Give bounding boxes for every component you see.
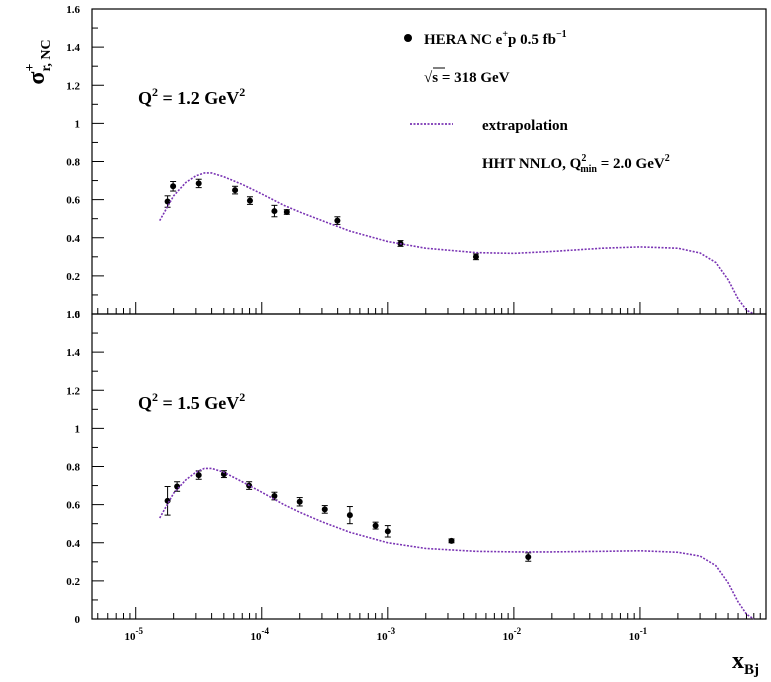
legend-marker	[404, 34, 412, 42]
y-tick-label: 1.4	[66, 42, 80, 54]
labels-overlay: 10-5 10-4 10-3 10-2 10-1 xBj σ+r, NC HERA NC e+…	[23, 29, 759, 678]
data-point	[384, 528, 391, 535]
legend-data-label: HERA NC e+p 0.5 fb−1	[424, 29, 567, 48]
y-tick-label: 0.2	[66, 576, 80, 588]
data-point	[271, 208, 278, 215]
x-tick-label: 10-5	[124, 626, 143, 643]
data-point	[346, 512, 353, 519]
y-tick-label: 1	[75, 118, 81, 130]
y-axis-label: σ+r, NC	[23, 39, 54, 84]
data-point	[164, 198, 171, 205]
extrapolation-curve	[159, 467, 755, 620]
data-point	[174, 483, 181, 490]
x-tick-label: 10-2	[503, 626, 522, 643]
data-point	[170, 183, 177, 190]
data-point	[271, 493, 278, 500]
q2-annotation: Q2 = 1.2 GeV2	[138, 85, 245, 108]
y-tick-label: 1.4	[66, 347, 80, 359]
data-point	[220, 471, 227, 478]
x-axis-label: xBj	[732, 648, 759, 678]
y-tick-label: 1.6	[66, 4, 80, 16]
data-point	[232, 187, 239, 194]
x-tick-label: 10-1	[629, 626, 648, 643]
y-tick-label: 0.6	[66, 500, 80, 512]
data-point	[321, 506, 328, 513]
x-tick-label: 10-4	[251, 626, 270, 643]
data-point	[246, 197, 253, 204]
extrapolation-curve	[159, 172, 755, 315]
q2-annotation: Q2 = 1.5 GeV2	[138, 390, 245, 413]
data-point	[296, 498, 303, 505]
legend-energy-label: √s = 318 GeV	[424, 70, 510, 86]
legend-fit-label: HHT NNLO, Q2 min = 2.0 GeV2	[482, 153, 670, 175]
data-point	[195, 180, 202, 187]
y-tick-label: 1.6	[66, 309, 80, 321]
lower-panel: 0 0.2 0.4 0.6 0.8 1 1.2 1.4 1.6 Q2 = 1.5 GeV2	[66, 309, 767, 626]
data-point	[525, 554, 532, 561]
y-tick-label: 0.4	[66, 538, 80, 550]
y-tick-label: 0.8	[66, 157, 80, 169]
data-point	[195, 472, 202, 479]
y-tick-label: 0	[75, 309, 81, 321]
y-tick-label: 0.6	[66, 195, 80, 207]
data-point	[372, 522, 379, 529]
y-tick-label: 1.2	[66, 80, 80, 92]
y-tick-label: 0.2	[66, 271, 80, 283]
y-tick-label: 1.2	[66, 385, 80, 397]
data-point	[334, 217, 341, 224]
y-tick-label: 0	[75, 614, 81, 626]
y-tick-label: 0.8	[66, 462, 80, 474]
data-point	[472, 253, 479, 260]
plot-frame	[91, 313, 767, 620]
data-point	[283, 209, 290, 216]
legend-curve-label: extrapolation	[482, 118, 568, 134]
x-tick-label: 10-3	[377, 626, 396, 643]
y-tick-label: 1	[75, 423, 81, 435]
y-tick-label: 0.4	[66, 233, 80, 245]
data-point	[448, 537, 455, 544]
